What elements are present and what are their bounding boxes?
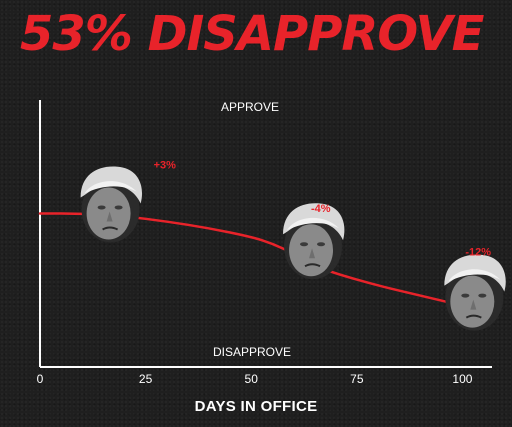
face-icon-day-25	[80, 166, 143, 243]
x-tick-label: 100	[452, 372, 472, 386]
x-tick-label: 50	[245, 372, 259, 386]
x-tick-label: 25	[139, 372, 153, 386]
annotation-label: -12%	[465, 247, 491, 259]
x-tick-label: 75	[350, 372, 364, 386]
headline: 53% DISAPPROVE	[20, 6, 484, 62]
annotation-label: +3%	[154, 159, 177, 171]
y-label-top: APPROVE	[221, 100, 279, 114]
face-icon-day-67	[283, 203, 345, 280]
x-tick-label: 0	[37, 372, 44, 386]
face-icon-day-104	[444, 254, 506, 331]
y-label-bottom: DISAPPROVE	[213, 345, 291, 359]
annotation-label: -4%	[311, 203, 331, 215]
x-axis-label: DAYS IN OFFICE	[194, 398, 318, 415]
